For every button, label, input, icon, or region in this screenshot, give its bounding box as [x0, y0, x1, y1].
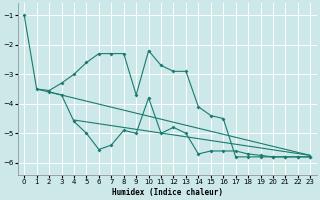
X-axis label: Humidex (Indice chaleur): Humidex (Indice chaleur) [112, 188, 223, 197]
